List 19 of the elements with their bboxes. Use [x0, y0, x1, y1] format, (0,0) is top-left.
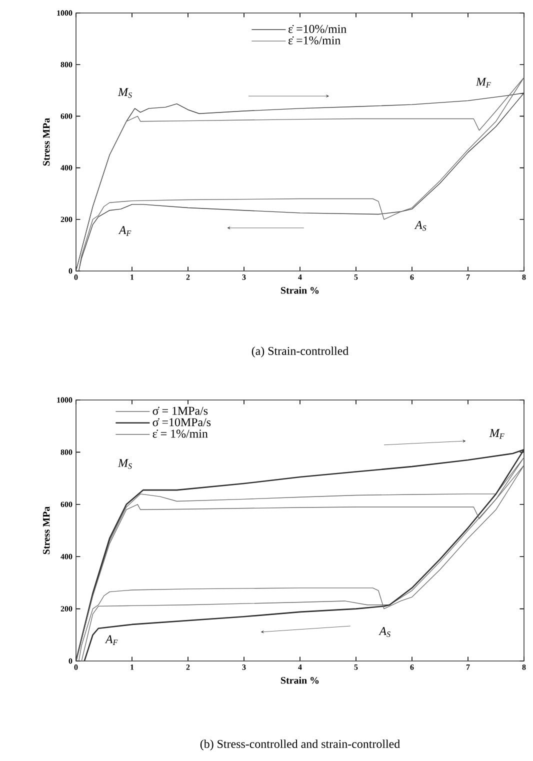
- annotation: M$_{S}$: [118, 459, 132, 469]
- annotation: A$_{S}$: [414, 220, 426, 231]
- annotation: M$_{F}$: [476, 78, 491, 88]
- annotation: A$_{F}$: [104, 635, 118, 645]
- y-axis-title: Stress MPa: [43, 506, 50, 554]
- legend-label: σ̇ =10MPa/s: [152, 418, 211, 426]
- x-axis-title: Strain %: [281, 676, 319, 684]
- annotation: A$_{S}$: [378, 627, 390, 637]
- annotation: M$_{F}$: [489, 429, 504, 439]
- text: (b) Stress-controlled and strain-controlled: [200, 740, 400, 750]
- annotation: M$_{S}$: [118, 88, 132, 98]
- legend-label: ε̇ =10%/min: [288, 24, 346, 34]
- x-axis-title: Strain %: [281, 286, 319, 294]
- legend-label: ε̇ = 1%/min: [152, 430, 208, 438]
- y-axis-title: Stress MPa: [43, 118, 50, 166]
- annotation: A$_{F}$: [118, 226, 132, 236]
- text: (a) Strain-controlled: [252, 346, 348, 358]
- legend-label: ε̇ =1%/min: [288, 36, 340, 44]
- legend-label: σ̇ = 1MPa/s: [152, 406, 208, 415]
